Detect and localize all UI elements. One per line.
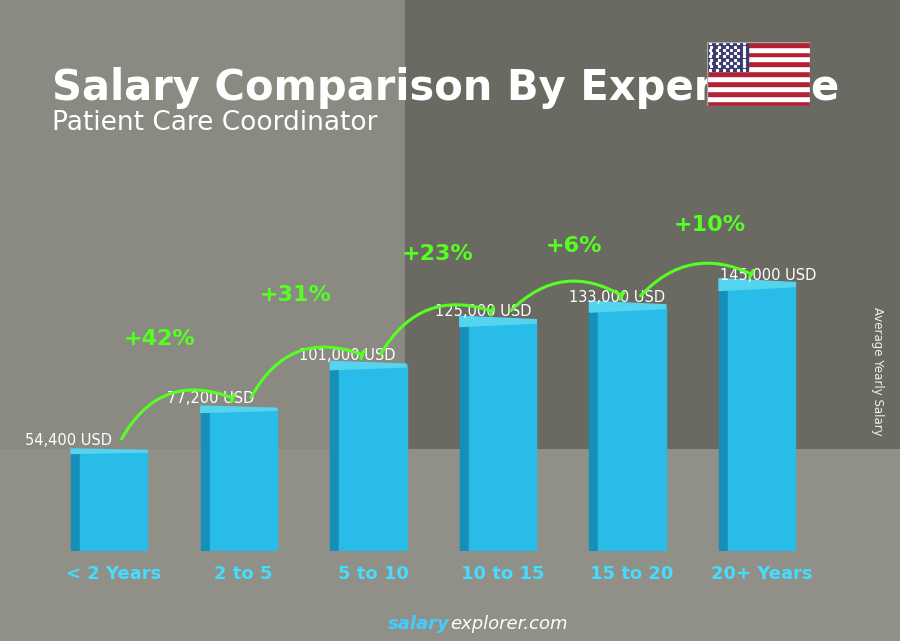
Text: 145,000 USD: 145,000 USD [720,268,816,283]
Text: salary: salary [388,615,450,633]
Text: Salary Comparison By Experience: Salary Comparison By Experience [52,67,840,109]
Bar [706,56,810,62]
Polygon shape [590,301,666,312]
Bar [460,326,469,551]
Bar [706,47,810,51]
Text: Patient Care Coordinator: Patient Care Coordinator [52,110,378,137]
Text: Average Yearly Salary: Average Yearly Salary [871,308,884,436]
Bar [706,86,810,91]
Polygon shape [201,406,277,412]
Bar [706,66,810,71]
Bar [706,101,810,106]
Text: 77,200 USD: 77,200 USD [167,392,255,406]
Text: 133,000 USD: 133,000 USD [569,290,665,304]
Text: +31%: +31% [259,285,331,305]
Bar [469,323,536,551]
Bar [590,312,598,551]
Text: 101,000 USD: 101,000 USD [299,348,395,363]
Polygon shape [71,449,148,453]
Polygon shape [330,362,407,370]
Bar [71,453,80,551]
Bar [706,96,810,101]
Bar [728,287,796,551]
Text: +6%: +6% [545,235,602,256]
Bar [706,51,810,56]
Bar [706,71,810,76]
Bar [706,42,748,71]
Text: 125,000 USD: 125,000 USD [435,304,531,319]
Bar [706,81,810,86]
Bar [339,367,407,551]
Text: +10%: +10% [674,215,746,235]
Polygon shape [719,279,796,290]
Bar [80,452,148,551]
Text: 54,400 USD: 54,400 USD [25,433,112,448]
Polygon shape [460,316,536,326]
Bar [201,412,210,551]
Bar [706,76,810,81]
Bar [719,290,728,551]
Bar [706,91,810,96]
Text: explorer.com: explorer.com [450,615,568,633]
Bar [330,370,339,551]
Bar [706,62,810,66]
Text: +23%: +23% [402,244,473,263]
Bar [598,308,666,551]
Text: +42%: +42% [123,329,195,349]
Bar [210,410,277,551]
Bar [706,42,810,47]
